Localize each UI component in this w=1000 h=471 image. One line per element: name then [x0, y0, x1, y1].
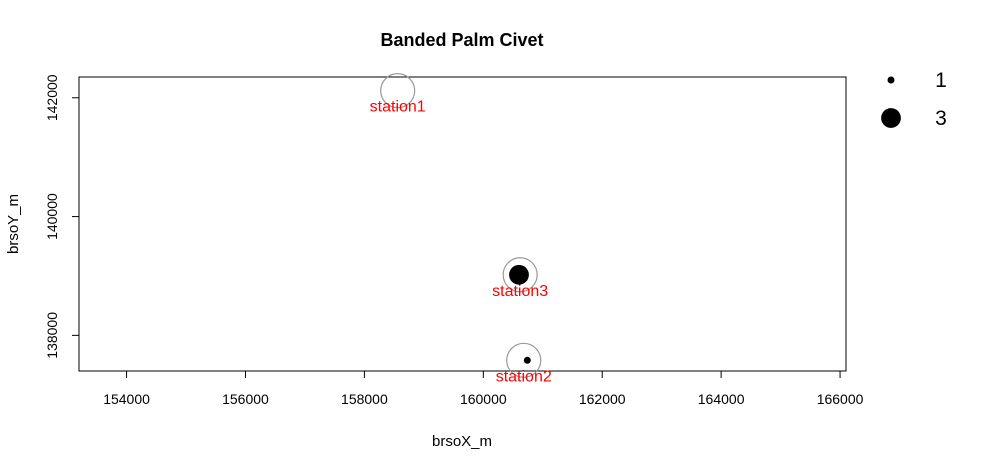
plot-frame	[78, 76, 847, 372]
y-axis-title: brsoY_m	[5, 194, 22, 254]
x-tick-label: 156000	[222, 391, 269, 407]
x-tick-label: 154000	[103, 391, 150, 407]
station-label: station3	[492, 283, 548, 300]
y-tick-label: 142000	[44, 74, 60, 121]
legend-symbol	[887, 76, 895, 84]
legend-label: 1	[935, 69, 947, 92]
x-axis: 154000 156000 158000 160000 162000 164000 1660…	[103, 370, 864, 407]
station-label: station2	[496, 368, 552, 385]
stations-layer: station1 station2 station3	[370, 73, 552, 385]
station-ring	[506, 342, 542, 378]
detection-point	[523, 356, 531, 364]
x-tick-label: 166000	[817, 391, 864, 407]
detections-layer	[509, 264, 531, 364]
x-tick-label: 158000	[341, 391, 388, 407]
y-tick-label: 138000	[44, 312, 60, 359]
legend: 13	[881, 69, 947, 130]
x-axis-title: brsoX_m	[432, 433, 492, 450]
station-label: station1	[370, 99, 426, 116]
legend-label: 3	[935, 107, 947, 130]
detection-point	[509, 264, 529, 285]
y-tick-label: 140000	[44, 193, 60, 240]
station-ring	[502, 257, 538, 293]
x-tick-label: 162000	[579, 391, 626, 407]
y-axis: 138000 140000 142000	[44, 74, 80, 359]
chart-title: Banded Palm Civet	[380, 30, 543, 50]
legend-symbol	[881, 108, 901, 128]
x-tick-label: 164000	[698, 391, 745, 407]
x-tick-label: 160000	[460, 391, 507, 407]
station-ring	[380, 73, 416, 109]
